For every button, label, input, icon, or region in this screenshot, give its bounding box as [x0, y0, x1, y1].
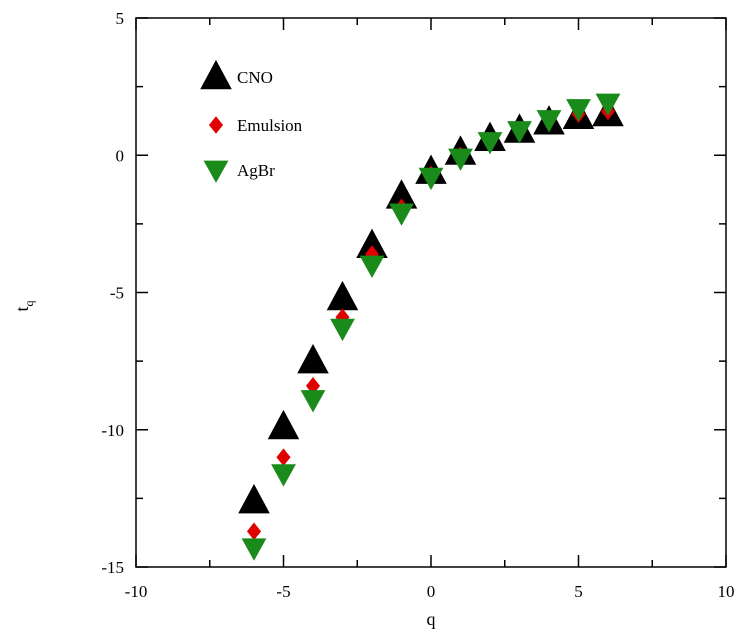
y-tick-label: -5 — [110, 284, 124, 303]
point-agbr — [448, 148, 473, 171]
y-tick-label: 5 — [116, 9, 125, 28]
legend-label-emulsion: Emulsion — [237, 116, 303, 135]
legend: CNO Emulsion AgBr — [200, 59, 303, 183]
series-cno — [238, 96, 624, 514]
y-axis-label-main: t — [12, 306, 32, 311]
point-cno — [326, 280, 359, 311]
point-agbr — [241, 538, 267, 561]
point-agbr — [389, 203, 414, 226]
legend-marker-emulsion — [208, 116, 224, 134]
tick-labels: -10 -5 0 5 10-15-10-505 — [101, 9, 734, 601]
y-tick-label: 0 — [116, 146, 125, 165]
point-emulsion — [276, 448, 291, 467]
data-points — [238, 93, 624, 561]
x-axis-label: q — [427, 609, 436, 629]
x-tick-label: -10 — [125, 582, 148, 601]
point-cno — [297, 343, 329, 374]
point-agbr — [300, 390, 326, 413]
series-agbr — [241, 93, 621, 561]
point-agbr — [359, 255, 385, 278]
legend-label-agbr: AgBr — [237, 161, 275, 180]
point-agbr — [595, 93, 621, 117]
axis-ticks — [135, 17, 727, 568]
point-cno — [267, 409, 300, 440]
point-agbr — [271, 464, 296, 487]
point-agbr — [536, 110, 562, 133]
y-axis-label: tq — [12, 300, 36, 311]
legend-label-cno: CNO — [237, 68, 273, 87]
plot-frame — [135, 17, 727, 568]
x-tick-label: 0 — [427, 582, 436, 601]
point-agbr — [418, 167, 444, 191]
point-agbr — [507, 121, 532, 144]
legend-marker-cno — [200, 59, 232, 90]
y-axis-label-sub: q — [22, 300, 36, 306]
y-tick-label: -15 — [101, 558, 124, 577]
x-tick-label: 10 — [718, 582, 735, 601]
point-agbr — [477, 132, 503, 155]
legend-marker-agbr — [203, 160, 229, 183]
point-emulsion — [246, 522, 262, 541]
point-agbr — [330, 318, 355, 342]
x-tick-label: -5 — [276, 582, 290, 601]
y-tick-label: -10 — [101, 421, 124, 440]
point-cno — [238, 483, 270, 514]
point-agbr — [566, 99, 591, 122]
x-tick-label: 5 — [574, 582, 583, 601]
